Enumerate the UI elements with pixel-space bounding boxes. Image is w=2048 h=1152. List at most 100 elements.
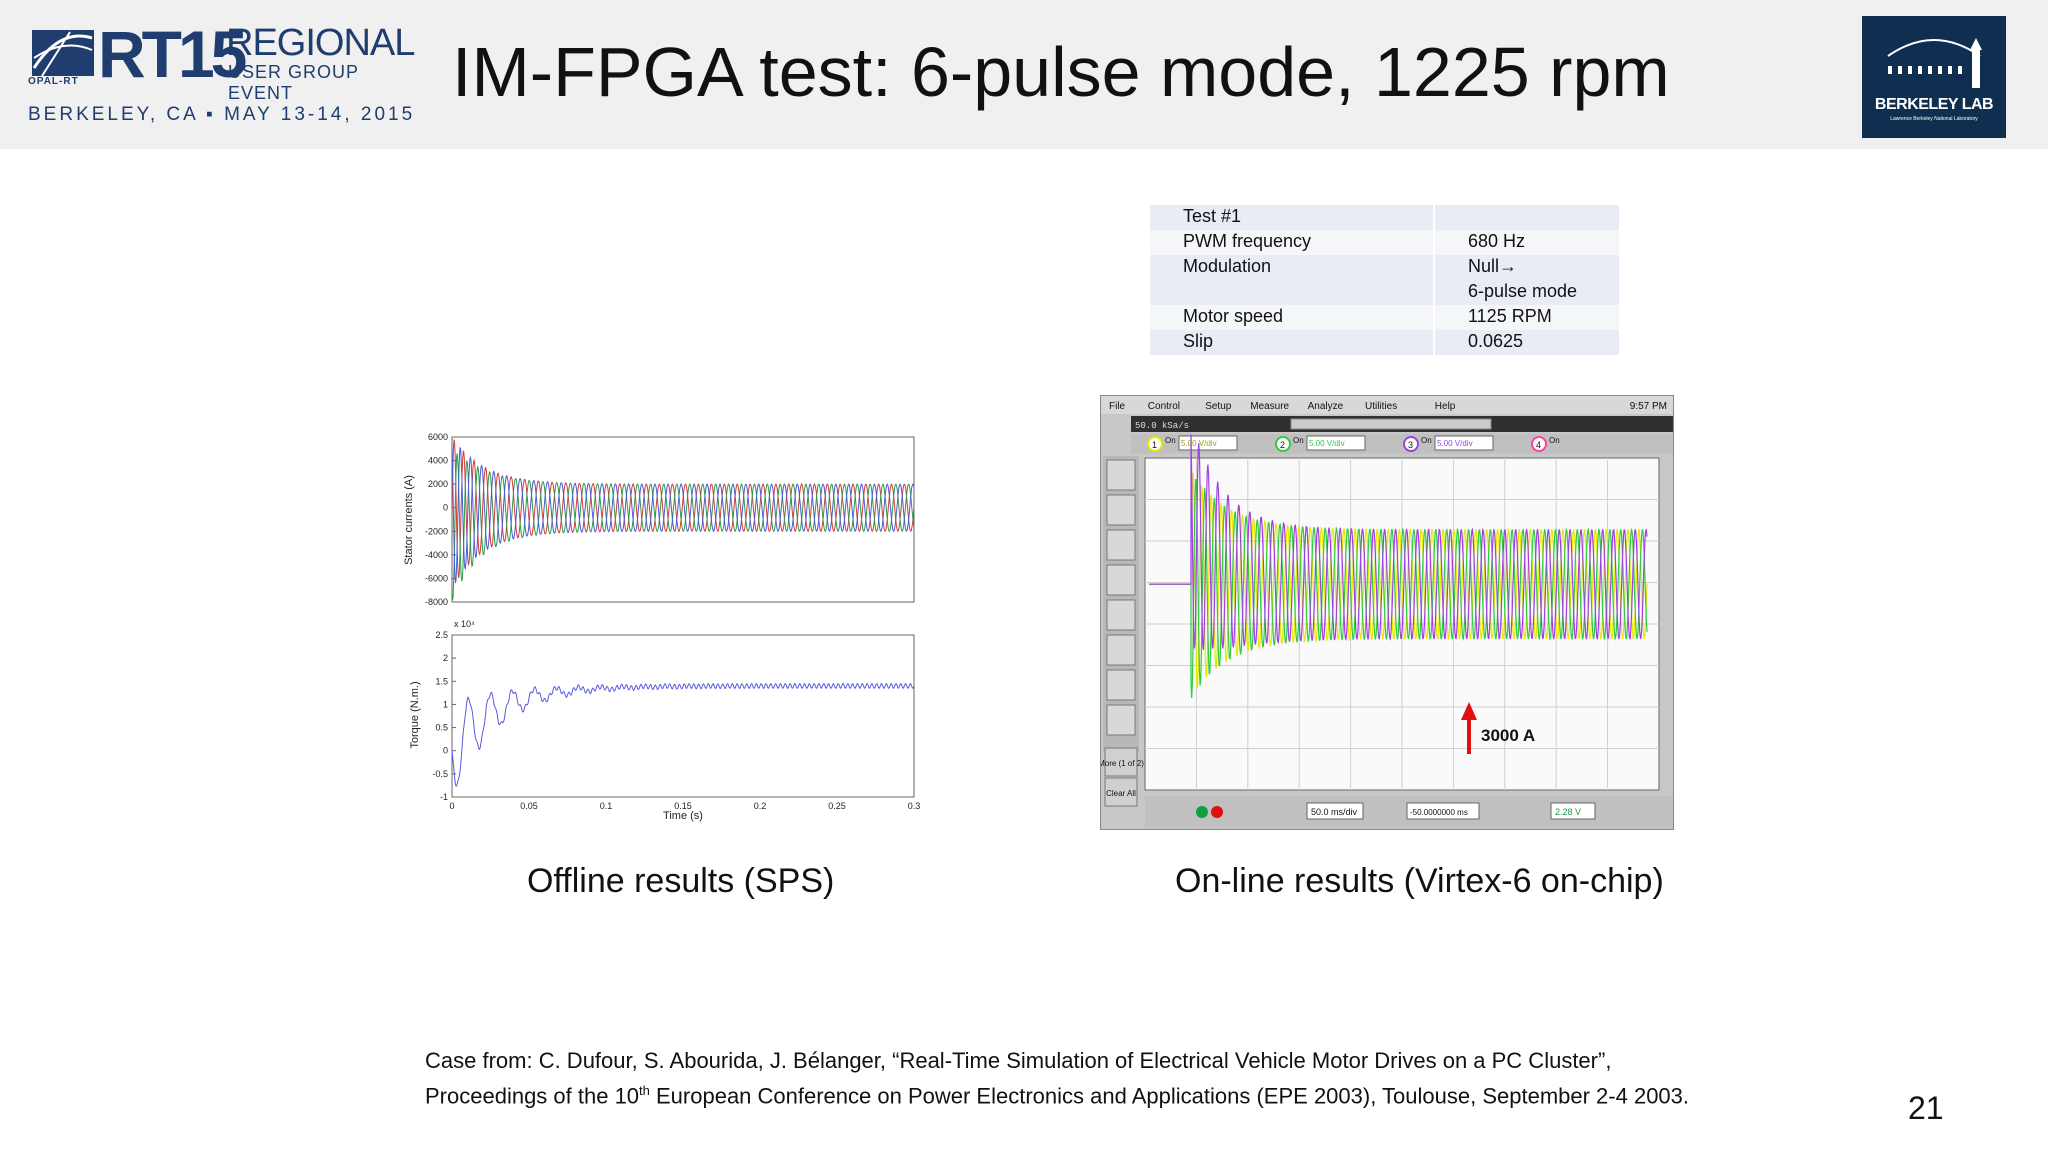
channel-3-icon[interactable] <box>1403 436 1419 452</box>
param-label: PWM frequency <box>1150 230 1435 255</box>
scope-menu-item[interactable]: Help <box>1435 401 1456 412</box>
currents-ytick-label: 0 <box>443 503 448 513</box>
trigger-mode-button[interactable] <box>1106 529 1136 561</box>
reference-line-2: Proceedings of the 10th European Confere… <box>425 1083 1690 1109</box>
channel-on-label[interactable]: On <box>1549 436 1560 445</box>
currents-ytick-label: 2000 <box>428 479 448 489</box>
param-label <box>1150 280 1435 305</box>
param-value <box>1434 205 1619 230</box>
scope-menu-item[interactable]: Setup <box>1205 401 1232 412</box>
channel-number: 1 <box>1152 440 1157 450</box>
channel-2-icon[interactable] <box>1275 436 1291 452</box>
currents-ytick-label: -6000 <box>425 573 448 583</box>
torque-ytick-label: 2.5 <box>435 630 448 640</box>
trigger-mode-button[interactable] <box>1106 704 1136 736</box>
time-xtick-label: 0.25 <box>828 801 846 811</box>
torque-curve <box>451 682 915 787</box>
scope-time: 9:57 PM <box>1630 401 1667 412</box>
channel-scale-field[interactable] <box>1434 435 1494 451</box>
delay-value: -50.0000000 ms <box>1410 808 1468 817</box>
param-label: Test #1 <box>1150 205 1435 230</box>
channel-scale-field[interactable] <box>1178 435 1238 451</box>
rt15-event-date: BERKELEY, CA ▪ MAY 13-14, 2015 <box>28 104 416 125</box>
scope-menu-item[interactable]: File <box>1109 401 1126 412</box>
timebase-field[interactable] <box>1306 802 1364 820</box>
scope-side-button[interactable] <box>1104 777 1138 807</box>
trigger-mode-button[interactable] <box>1106 634 1136 666</box>
channel-number: 2 <box>1280 440 1285 450</box>
time-xtick-label: 0.05 <box>520 801 538 811</box>
param-value: 1125 RPM <box>1434 305 1619 330</box>
delay-field[interactable] <box>1406 802 1480 820</box>
torque-ytick-label: -1 <box>440 792 448 802</box>
trigger-mode-button[interactable] <box>1106 459 1136 491</box>
berkeley-lab-sub: Lawrence Berkeley National Laboratory <box>1890 116 1978 122</box>
scope-menu-item[interactable]: Utilities <box>1365 401 1397 412</box>
currents-ytick-label: -2000 <box>425 526 448 536</box>
param-label: Slip <box>1150 330 1435 355</box>
param-value: 680 Hz <box>1434 230 1619 255</box>
scope-menubar <box>1101 396 1673 414</box>
scope-menu-item[interactable]: Analyze <box>1308 401 1344 412</box>
torque-ylabel: Torque (N.m.) <box>409 681 421 748</box>
torque-ytick-label: 1 <box>443 699 448 709</box>
berkeley-lab-mark-icon <box>1887 38 1982 88</box>
table-row: Slip 0.0625 <box>1150 330 1619 355</box>
scope-side-button-label: Clear All <box>1106 789 1136 798</box>
torque-ytick-label: -0.5 <box>432 769 448 779</box>
currents-ytick-label: 6000 <box>428 432 448 442</box>
time-xtick-label: 0.3 <box>908 801 921 811</box>
scope-sample-rate: 50.0 kSa/s <box>1135 421 1189 431</box>
channel-number: 3 <box>1408 440 1413 450</box>
channel-scale-value: 5.00 V/div <box>1309 439 1345 448</box>
channel-4-icon[interactable] <box>1531 436 1547 452</box>
berkeley-lab-name: BERKELEY LAB <box>1874 96 1994 113</box>
red-arrow-icon <box>1461 702 1477 754</box>
channel-1-icon[interactable] <box>1147 436 1163 452</box>
time-xlabel: Time (s) <box>663 810 703 822</box>
trigger-mode-button[interactable] <box>1106 494 1136 526</box>
time-xtick-label: 0.15 <box>674 801 692 811</box>
scope-timeline[interactable] <box>1290 418 1492 430</box>
slide-header: OPAL-RT RT15 REGIONAL USER GROUP EVENT B… <box>0 0 2048 149</box>
table-row: Test #1 <box>1150 205 1619 230</box>
table-row: Motor speed 1125 RPM <box>1150 305 1619 330</box>
currents-ylabel: Stator currents (A) <box>403 475 415 565</box>
channel-on-label[interactable]: On <box>1293 436 1304 445</box>
param-label: Modulation <box>1150 255 1435 280</box>
param-value: Null→ <box>1434 255 1619 280</box>
stop-icon[interactable] <box>1211 806 1223 818</box>
table-row: 6-pulse mode <box>1150 280 1619 305</box>
trigger-mode-button[interactable] <box>1106 564 1136 596</box>
channel-on-label[interactable]: On <box>1421 436 1432 445</box>
scope-menu-item[interactable]: Control <box>1148 401 1180 412</box>
currents-ytick-label: -8000 <box>425 597 448 607</box>
run-icon[interactable] <box>1196 806 1208 818</box>
berkeley-lab-logo: BERKELEY LAB Lawrence Berkeley National … <box>1862 16 2006 138</box>
rt15-brand: RT15 <box>98 17 247 91</box>
time-xtick-label: 0 <box>449 801 454 811</box>
reference-line-1: Case from: C. Dufour, S. Abourida, J. Bé… <box>425 1048 1612 1073</box>
torque-exponent: x 10⁴ <box>454 619 475 629</box>
table-row: Modulation Null→ <box>1150 255 1619 280</box>
currents-ytick-label: -4000 <box>425 550 448 560</box>
scope-menu-item[interactable]: Measure <box>1250 401 1289 412</box>
channel-on-label[interactable]: On <box>1165 436 1176 445</box>
time-xtick-label: 0.1 <box>600 801 613 811</box>
test-parameters-table: Test #1 PWM frequency 680 Hz Modulation Nu… <box>1150 205 1619 355</box>
scope-trace-channel-2 <box>1149 478 1648 699</box>
scope-side-button-label: More (1 of 2) <box>1101 759 1144 768</box>
oscilloscope-display: File Control Setup Measure Analyze Utilities H… <box>1098 396 1673 828</box>
scope-side-button[interactable] <box>1104 747 1138 777</box>
currents-ytick-label: 4000 <box>428 456 448 466</box>
param-value: 0.0625 <box>1434 330 1619 355</box>
torque-ytick-label: 0 <box>443 746 448 756</box>
trigger-field[interactable] <box>1550 802 1596 820</box>
channel-scale-field[interactable] <box>1306 435 1366 451</box>
torque-ytick-label: 2 <box>443 653 448 663</box>
trigger-mode-button[interactable] <box>1106 669 1136 701</box>
trigger-mode-button[interactable] <box>1106 599 1136 631</box>
trigger-value: 2.28 V <box>1555 807 1581 817</box>
opal-rt-label: OPAL-RT <box>28 76 79 87</box>
offline-results-figure: 6000 4000 2000 0 -2000 -4000 -6000 -8000 2.5 2 1.… <box>398 425 938 825</box>
